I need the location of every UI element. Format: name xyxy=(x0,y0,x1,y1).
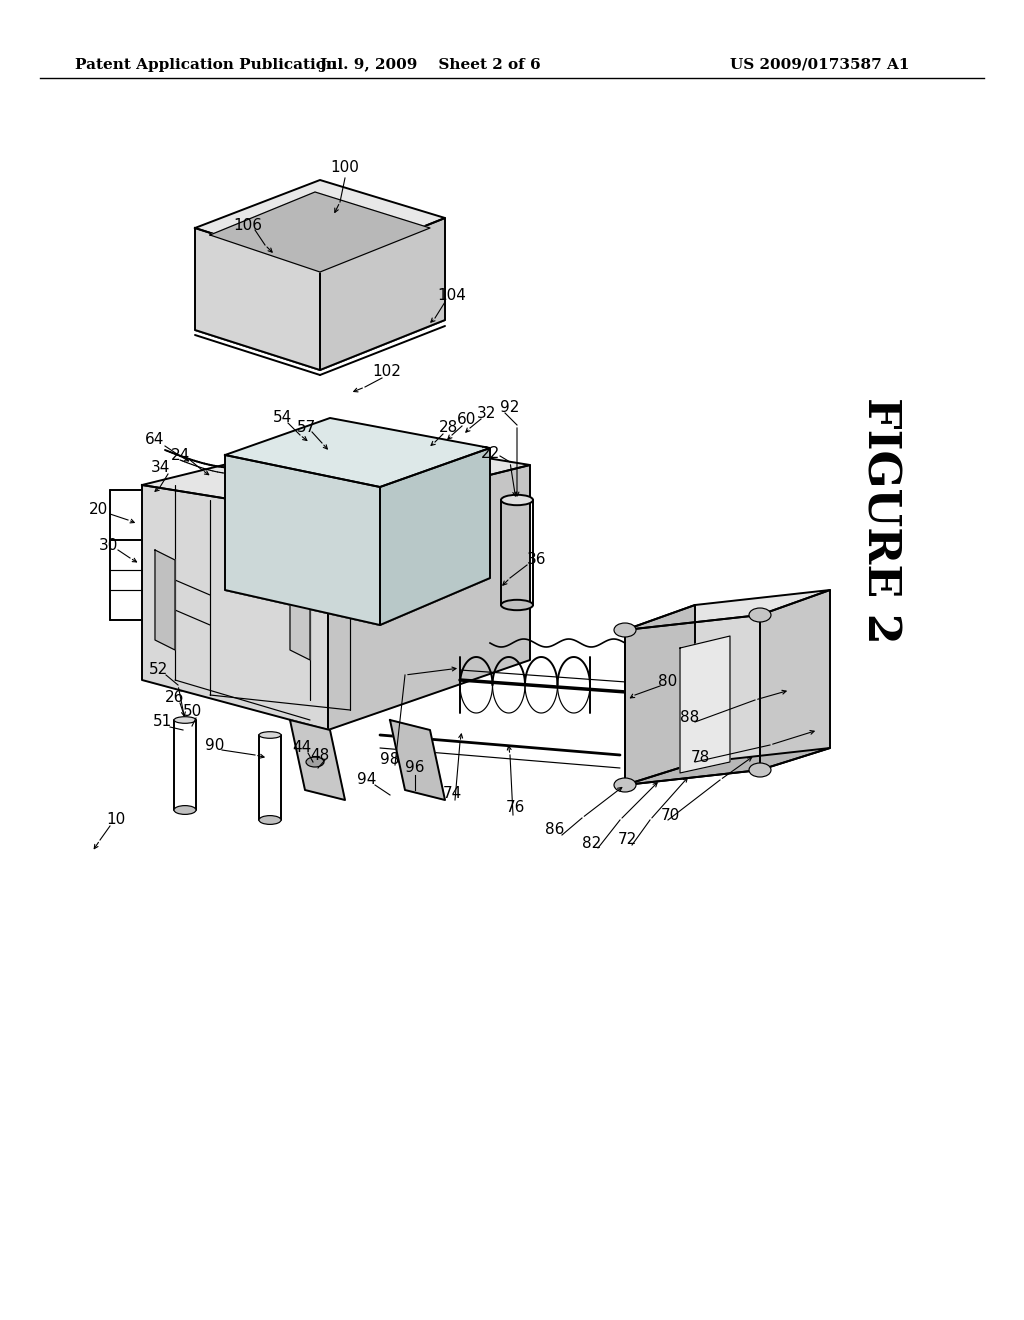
Ellipse shape xyxy=(501,599,534,610)
Ellipse shape xyxy=(259,731,281,738)
Polygon shape xyxy=(195,180,445,268)
Polygon shape xyxy=(390,719,445,800)
Text: 34: 34 xyxy=(151,461,170,475)
Text: 74: 74 xyxy=(442,785,462,800)
Text: 94: 94 xyxy=(357,772,377,788)
Polygon shape xyxy=(328,465,530,730)
Text: 60: 60 xyxy=(458,412,477,428)
Ellipse shape xyxy=(174,717,196,723)
Text: 92: 92 xyxy=(501,400,520,414)
Polygon shape xyxy=(760,590,830,770)
Text: 44: 44 xyxy=(293,741,311,755)
Polygon shape xyxy=(142,484,328,730)
Text: 82: 82 xyxy=(583,836,602,850)
Text: 104: 104 xyxy=(437,288,467,302)
Text: 24: 24 xyxy=(170,447,189,462)
Polygon shape xyxy=(319,218,445,370)
Ellipse shape xyxy=(259,816,281,825)
Polygon shape xyxy=(225,418,490,487)
Text: 26: 26 xyxy=(165,690,184,705)
Text: 72: 72 xyxy=(617,833,637,847)
Text: 96: 96 xyxy=(406,760,425,776)
Text: 20: 20 xyxy=(88,503,108,517)
Ellipse shape xyxy=(749,763,771,777)
Ellipse shape xyxy=(614,623,636,638)
Text: 78: 78 xyxy=(690,750,710,764)
Ellipse shape xyxy=(501,495,534,506)
Polygon shape xyxy=(625,590,830,630)
Text: US 2009/0173587 A1: US 2009/0173587 A1 xyxy=(730,58,909,73)
Polygon shape xyxy=(625,605,695,785)
Text: Jul. 9, 2009    Sheet 2 of 6: Jul. 9, 2009 Sheet 2 of 6 xyxy=(319,58,541,73)
Polygon shape xyxy=(380,447,490,624)
Text: 102: 102 xyxy=(373,364,401,380)
Text: 36: 36 xyxy=(527,553,547,568)
Text: 106: 106 xyxy=(233,218,262,232)
Ellipse shape xyxy=(614,777,636,792)
Text: Patent Application Publication: Patent Application Publication xyxy=(75,58,337,73)
Text: FIGURE 2: FIGURE 2 xyxy=(858,396,901,643)
Text: 88: 88 xyxy=(680,710,699,726)
Text: 86: 86 xyxy=(546,822,564,837)
Text: 30: 30 xyxy=(98,537,118,553)
Text: 100: 100 xyxy=(331,161,359,176)
Polygon shape xyxy=(195,228,319,370)
Polygon shape xyxy=(290,554,310,660)
Text: 76: 76 xyxy=(505,800,524,816)
Ellipse shape xyxy=(174,805,196,814)
Text: 32: 32 xyxy=(477,405,497,421)
Polygon shape xyxy=(625,748,830,785)
Polygon shape xyxy=(225,455,380,624)
Polygon shape xyxy=(290,719,345,800)
Text: 98: 98 xyxy=(380,752,399,767)
Text: 48: 48 xyxy=(310,747,330,763)
Polygon shape xyxy=(680,636,730,774)
Text: 57: 57 xyxy=(297,420,316,434)
Text: 28: 28 xyxy=(438,421,458,436)
Text: 90: 90 xyxy=(206,738,224,752)
Text: 64: 64 xyxy=(145,433,165,447)
Polygon shape xyxy=(155,550,175,649)
Text: 50: 50 xyxy=(182,705,202,719)
Text: 51: 51 xyxy=(154,714,173,730)
Ellipse shape xyxy=(306,756,324,767)
Ellipse shape xyxy=(749,609,771,622)
Polygon shape xyxy=(210,191,430,272)
Text: 54: 54 xyxy=(273,411,293,425)
Polygon shape xyxy=(625,615,760,785)
Text: 52: 52 xyxy=(148,663,168,677)
Text: 70: 70 xyxy=(660,808,680,822)
Text: 80: 80 xyxy=(658,675,678,689)
Text: 22: 22 xyxy=(481,446,501,461)
Polygon shape xyxy=(142,436,530,515)
Text: 10: 10 xyxy=(106,813,126,828)
